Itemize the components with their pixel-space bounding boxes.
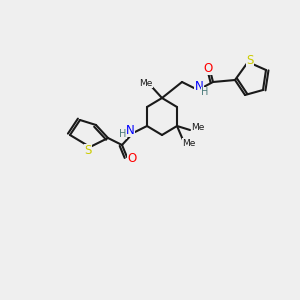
Text: S: S [246, 53, 254, 67]
Text: S: S [84, 145, 92, 158]
Text: O: O [128, 152, 136, 166]
Text: Me: Me [191, 124, 205, 133]
Text: Me: Me [182, 139, 196, 148]
Text: N: N [195, 80, 203, 94]
Text: N: N [126, 124, 134, 136]
Text: O: O [203, 61, 213, 74]
Text: Me: Me [139, 79, 153, 88]
Text: H: H [119, 129, 127, 139]
Text: H: H [201, 87, 209, 97]
